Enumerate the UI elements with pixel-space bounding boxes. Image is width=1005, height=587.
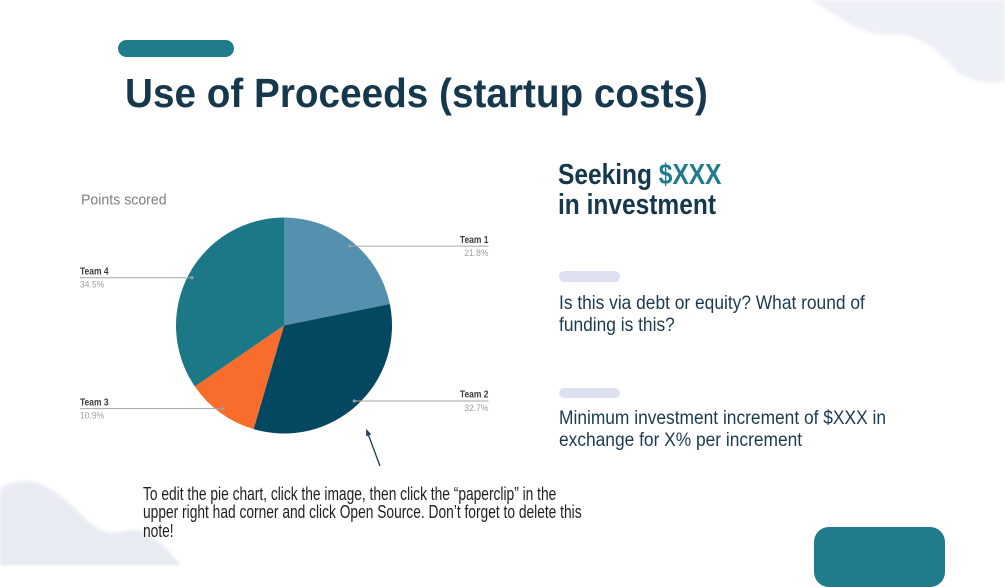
svg-text:32.7%: 32.7% [464, 403, 489, 414]
svg-text:Team 3: Team 3 [80, 397, 109, 408]
svg-text:21.8%: 21.8% [464, 248, 489, 259]
svg-text:Team 1: Team 1 [460, 235, 489, 246]
svg-text:Team 2: Team 2 [460, 390, 489, 401]
svg-text:34.5%: 34.5% [80, 280, 105, 291]
svg-text:Points scored: Points scored [81, 193, 167, 209]
svg-text:Team 4: Team 4 [80, 266, 109, 277]
svg-text:10.9%: 10.9% [80, 410, 105, 421]
